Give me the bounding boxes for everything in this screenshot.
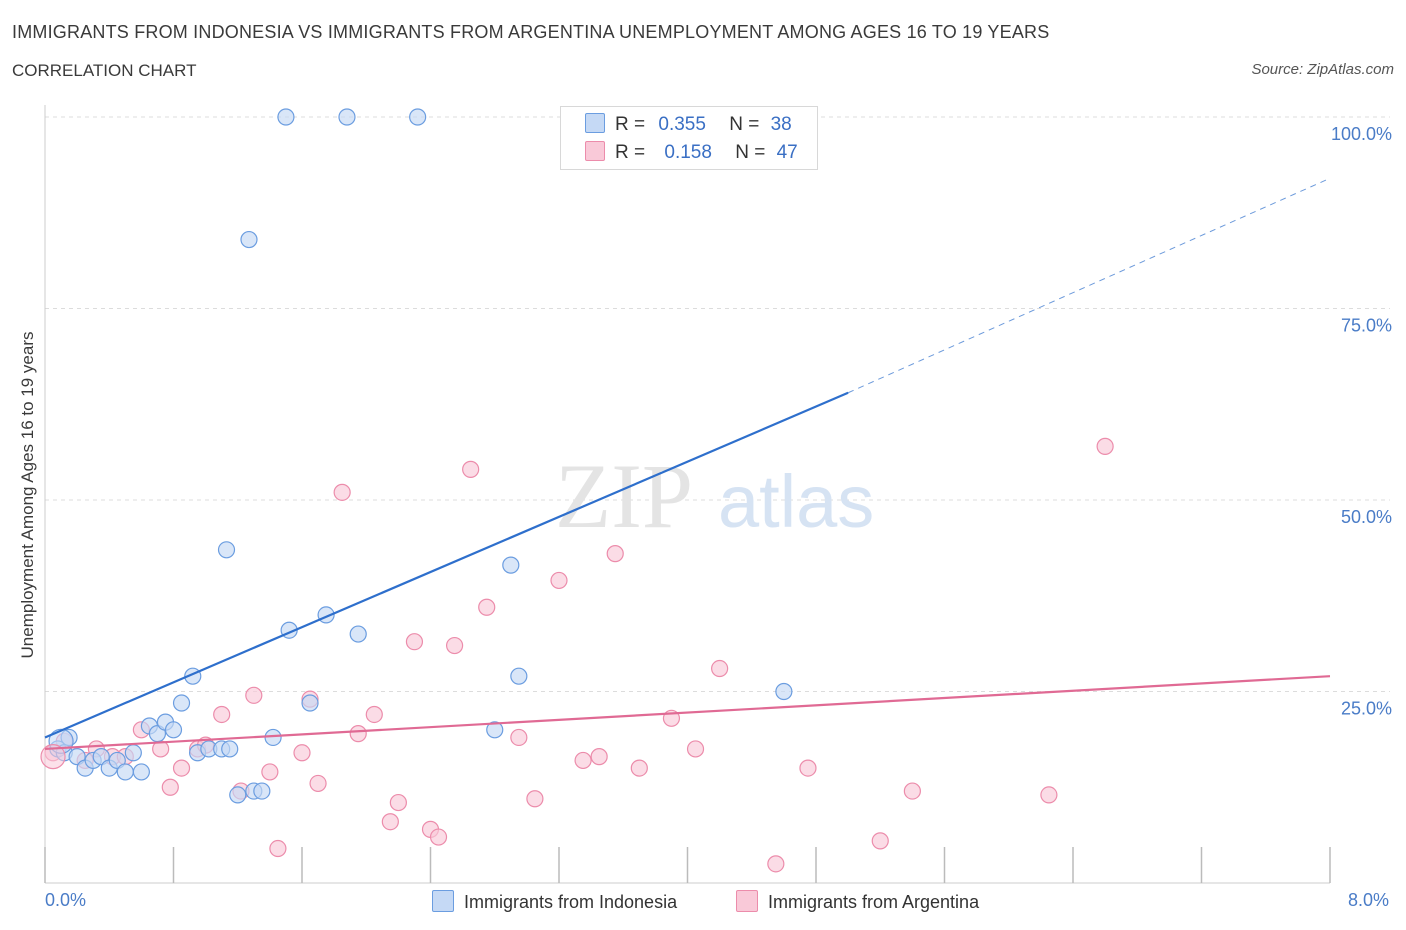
point-indonesia	[486, 721, 504, 739]
point-argentina	[1040, 786, 1058, 804]
point-indonesia	[301, 694, 319, 712]
point-argentina	[903, 782, 921, 800]
point-indonesia	[221, 740, 239, 758]
legend-n-label: N =	[729, 114, 760, 135]
legend-r-value-argentina: 0.158	[664, 142, 712, 163]
point-argentina	[309, 774, 327, 793]
point-argentina	[606, 545, 624, 563]
point-indonesia	[775, 682, 793, 701]
point-indonesia	[116, 763, 134, 781]
point-argentina	[478, 598, 496, 616]
point-indonesia	[502, 556, 520, 574]
y-tick-label: 50.0%	[1341, 507, 1392, 527]
watermark-zip: ZIP	[555, 445, 693, 547]
point-indonesia	[409, 108, 427, 126]
point-argentina	[161, 778, 179, 796]
point-argentina	[590, 748, 608, 766]
point-argentina	[630, 759, 648, 777]
trendline-indonesia-extrapolated	[847, 177, 1331, 394]
point-argentina	[510, 728, 528, 747]
x-tick-label-max: 8.0%	[1348, 890, 1390, 910]
point-indonesia	[132, 763, 150, 781]
legend-row-indonesia: R = 0.355 N = 38	[585, 113, 792, 136]
y-tick-label: 75.0%	[1341, 316, 1392, 336]
point-indonesia	[338, 108, 356, 126]
legend-r-label: R =	[615, 114, 646, 135]
point-indonesia	[229, 786, 247, 804]
watermark-atlas: atlas	[718, 460, 874, 543]
point-argentina	[550, 571, 568, 590]
point-argentina	[686, 740, 705, 758]
point-argentina	[261, 763, 279, 781]
point-argentina	[293, 744, 311, 762]
trendline-indonesia	[44, 391, 849, 739]
point-argentina	[172, 759, 191, 777]
point-argentina	[429, 828, 448, 846]
point-argentina	[767, 855, 785, 873]
point-indonesia	[172, 694, 191, 712]
chart-title: IMMIGRANTS FROM INDONESIA VS IMMIGRANTS …	[12, 22, 1050, 42]
source-credit: Source: ZipAtlas.com	[1251, 61, 1394, 78]
legend-r-value-indonesia: 0.355	[658, 114, 706, 135]
legend-row-argentina: R = 0.158 N = 47	[585, 141, 798, 164]
y-tick-label: 25.0%	[1341, 699, 1392, 719]
bottom-legend-label-argentina: Immigrants from Argentina	[768, 892, 980, 912]
chart-subtitle: CORRELATION CHART	[12, 61, 197, 80]
legend-n-label: N =	[735, 142, 766, 163]
point-indonesia	[349, 625, 367, 643]
point-indonesia	[264, 728, 282, 747]
point-indonesia	[510, 667, 528, 685]
point-argentina	[526, 790, 544, 808]
point-argentina-cluster	[40, 744, 66, 770]
point-argentina	[1096, 437, 1114, 455]
legend-r-label: R =	[615, 142, 646, 163]
point-indonesia	[124, 744, 142, 762]
bottom-legend-label-indonesia: Immigrants from Indonesia	[464, 892, 678, 912]
point-argentina	[574, 751, 592, 770]
bottom-legend-swatch-argentina	[736, 890, 758, 912]
point-indonesia	[253, 782, 271, 800]
point-indonesia	[240, 230, 258, 249]
legend-n-value-argentina: 47	[776, 142, 798, 163]
legend-swatch-argentina	[585, 141, 605, 161]
y-tick-label: 100.0%	[1331, 124, 1392, 144]
x-tick-label-min: 0.0%	[45, 890, 87, 910]
point-indonesia	[164, 721, 183, 739]
point-argentina	[365, 705, 383, 724]
point-argentina	[349, 725, 367, 743]
point-argentina	[445, 636, 464, 655]
point-indonesia	[277, 108, 295, 126]
point-argentina	[871, 832, 889, 850]
point-argentina	[213, 705, 231, 724]
point-argentina	[711, 659, 729, 678]
point-argentina	[333, 483, 351, 501]
legend-swatch-indonesia	[585, 113, 605, 133]
point-argentina	[405, 633, 424, 651]
bottom-legend-indonesia: Immigrants from Indonesia	[432, 890, 677, 913]
bottom-legend-argentina: Immigrants from Argentina	[736, 890, 979, 913]
point-argentina	[389, 793, 407, 812]
point-argentina	[269, 839, 287, 858]
stats-legend: R = 0.355 N = 38 R = 0.158 N = 47	[560, 106, 818, 170]
bottom-legend-swatch-indonesia	[432, 890, 454, 912]
trendline-argentina	[44, 675, 1331, 751]
point-indonesia	[217, 541, 236, 559]
legend-n-value-indonesia: 38	[770, 114, 792, 135]
point-argentina	[381, 813, 399, 831]
point-argentina	[799, 759, 817, 777]
point-argentina	[462, 460, 480, 478]
point-argentina	[245, 686, 263, 704]
